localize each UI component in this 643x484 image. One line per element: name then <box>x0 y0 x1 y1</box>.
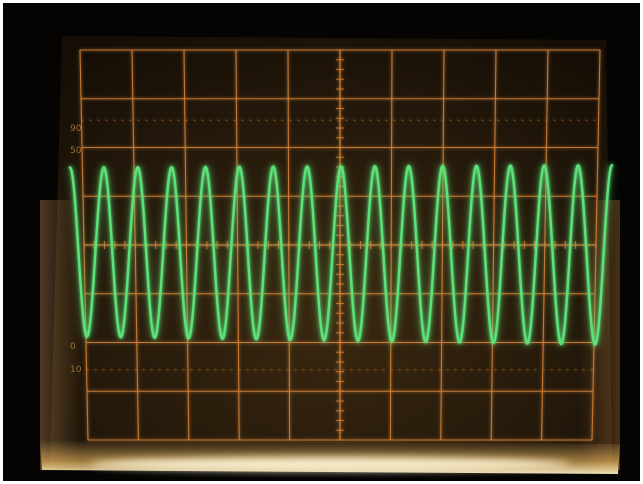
marker-0: 0 <box>70 342 76 352</box>
graticule <box>79 49 601 441</box>
bottom-hotspot <box>90 457 570 471</box>
marker-90: 90 <box>70 124 82 134</box>
marker-50: 50 <box>70 146 82 156</box>
left-edge-glow <box>40 200 80 470</box>
marker-10: 10 <box>70 365 82 375</box>
graticule-markers: 90 50 0 10 <box>70 124 82 375</box>
sine-trace <box>68 164 614 346</box>
